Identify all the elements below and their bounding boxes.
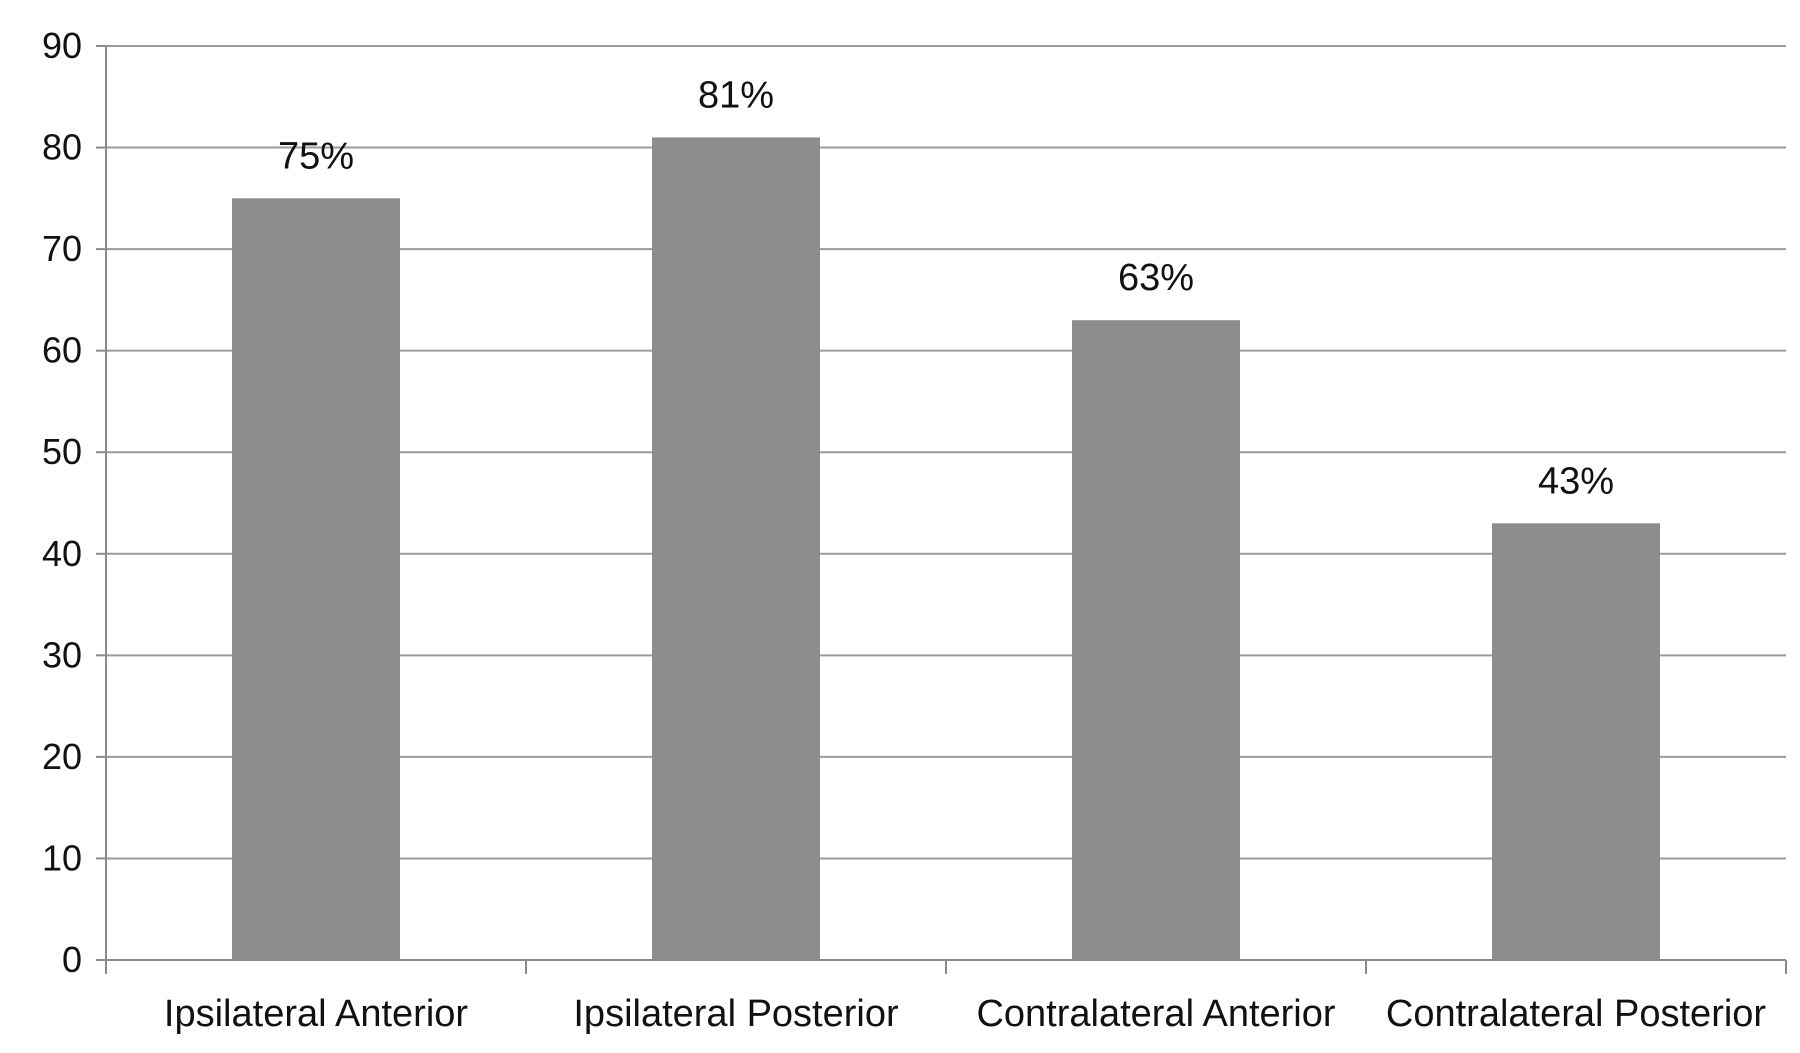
y-tick-label: 90 bbox=[42, 25, 82, 66]
y-tick-label: 30 bbox=[42, 634, 82, 675]
y-tick-label: 50 bbox=[42, 431, 82, 472]
data-label: 63% bbox=[1118, 257, 1194, 299]
category-label: Contralateral Anterior bbox=[976, 993, 1335, 1035]
bar bbox=[232, 198, 400, 960]
data-label: 43% bbox=[1538, 460, 1614, 502]
y-tick-label: 70 bbox=[42, 228, 82, 269]
y-tick-label: 20 bbox=[42, 736, 82, 777]
category-label: Ipsilateral Posterior bbox=[573, 993, 899, 1035]
category-label: Contralateral Posterior bbox=[1386, 993, 1767, 1035]
y-tick-label: 80 bbox=[42, 127, 82, 168]
bars bbox=[232, 137, 1660, 960]
bar bbox=[1492, 523, 1660, 960]
data-label: 81% bbox=[698, 74, 774, 116]
y-tick-label: 0 bbox=[62, 939, 82, 980]
y-tick-label: 60 bbox=[42, 330, 82, 371]
bar bbox=[1072, 320, 1240, 960]
data-label: 75% bbox=[278, 135, 354, 177]
category-label: Ipsilateral Anterior bbox=[164, 993, 468, 1035]
y-tick-label: 40 bbox=[42, 533, 82, 574]
bar bbox=[652, 137, 820, 960]
y-tick-label: 10 bbox=[42, 837, 82, 878]
